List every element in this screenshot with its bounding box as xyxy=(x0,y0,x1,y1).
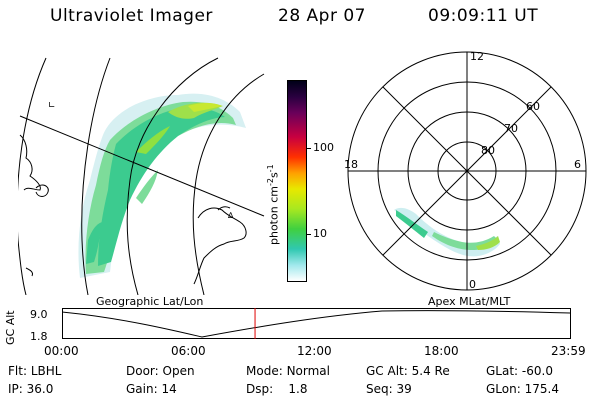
mlt-label-18: 18 xyxy=(344,158,358,171)
timeline-y-high: 9.0 xyxy=(30,308,48,321)
mlt-label-6: 6 xyxy=(574,158,581,171)
timeline-tick-0: 00:00 xyxy=(44,344,79,358)
info-glon: GLon: 175.4 xyxy=(486,382,559,396)
mlat-label-70: 70 xyxy=(504,122,518,135)
observation-time: 09:09:11 UT xyxy=(428,6,539,26)
colorbar-tick-100 xyxy=(306,148,311,149)
colorbar xyxy=(287,80,307,282)
colorbar-unit-label: photon cm-2s-1 xyxy=(266,164,281,245)
mlt-label-0: 0 xyxy=(469,278,476,291)
info-glat: GLat: -60.0 xyxy=(486,364,553,378)
info-ip: IP: 36.0 xyxy=(8,382,54,396)
polar-caption: Apex MLat/MLT xyxy=(428,295,511,308)
geographic-image-panel: ∟ ∆ xyxy=(18,57,265,295)
timeline-ylabel: GC Alt xyxy=(4,310,17,345)
timeline-tick-2: 12:00 xyxy=(297,344,332,358)
colorbar-tick-10 xyxy=(306,234,311,235)
coastlines xyxy=(19,134,247,285)
info-gain: Gain: 14 xyxy=(126,382,177,396)
timeline-tick-3: 18:00 xyxy=(424,344,459,358)
info-filter: Flt: LBHL xyxy=(8,364,62,378)
info-gc-alt: GC Alt: 5.4 Re xyxy=(366,364,450,378)
timeline-y-low: 1.8 xyxy=(30,330,48,343)
altitude-curve xyxy=(62,310,571,338)
colorbar-label-100: 100 xyxy=(313,141,334,154)
timeline-frame xyxy=(62,308,571,339)
info-dsp: Dsp: 1.8 xyxy=(246,382,308,396)
info-mode: Mode: Normal xyxy=(246,364,330,378)
aurora-emission-geographic xyxy=(78,93,246,278)
mlt-label-12: 12 xyxy=(470,50,484,63)
geographic-caption: Geographic Lat/Lon xyxy=(96,295,204,308)
timeline-tick-4: 23:59 xyxy=(551,344,586,358)
colorbar-label-10: 10 xyxy=(313,227,327,240)
info-door: Door: Open xyxy=(126,364,195,378)
map-marker-glyph-2: ∆ xyxy=(227,211,234,220)
info-seq: Seq: 39 xyxy=(366,382,412,396)
altitude-timeline xyxy=(62,308,571,339)
mlat-label-80: 80 xyxy=(481,144,495,157)
map-marker-glyph: ∟ xyxy=(48,101,56,111)
polar-plot: 12 18 6 0 60 70 80 xyxy=(344,50,587,291)
timeline-tick-1: 06:00 xyxy=(171,344,206,358)
mlat-label-60: 60 xyxy=(526,100,540,113)
aurora-emission-polar xyxy=(394,207,500,257)
instrument-title: Ultraviolet Imager xyxy=(50,6,213,26)
observation-date: 28 Apr 07 xyxy=(278,6,366,26)
graticule xyxy=(18,57,265,295)
polar-grid xyxy=(347,51,587,291)
